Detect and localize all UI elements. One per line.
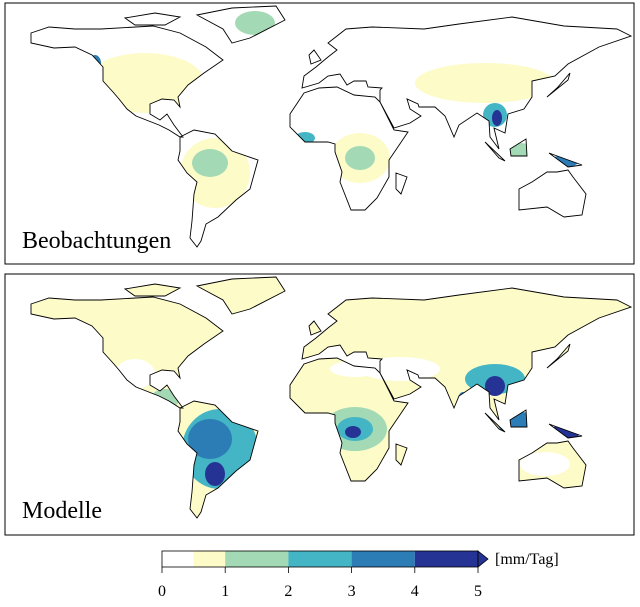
map-panel	[4, 2, 635, 265]
panel-label: Modelle	[22, 498, 102, 524]
panel-label: Beobachtungen	[22, 228, 171, 254]
colorbar-segment	[351, 551, 415, 567]
tick-label: 5	[474, 583, 482, 600]
tick-label: 4	[411, 583, 419, 600]
colorbar-segment	[414, 551, 478, 567]
map-panel	[4, 273, 635, 536]
colorbar-segment	[288, 551, 352, 567]
tick-label: 1	[221, 583, 229, 600]
colorbar-extension	[477, 550, 489, 568]
colorbar-frame	[161, 550, 479, 568]
tick-label: 3	[348, 583, 356, 600]
colorbar-segment	[193, 551, 226, 567]
colorbar-segment	[225, 551, 289, 567]
colorbar-segment	[162, 551, 194, 567]
tick-label: 0	[158, 583, 166, 600]
colorbar: 0 1 2 3 4 5 [mm/Tag]	[158, 550, 559, 600]
tick-label: 2	[284, 583, 292, 600]
colorbar-unit: [mm/Tag]	[495, 551, 559, 568]
